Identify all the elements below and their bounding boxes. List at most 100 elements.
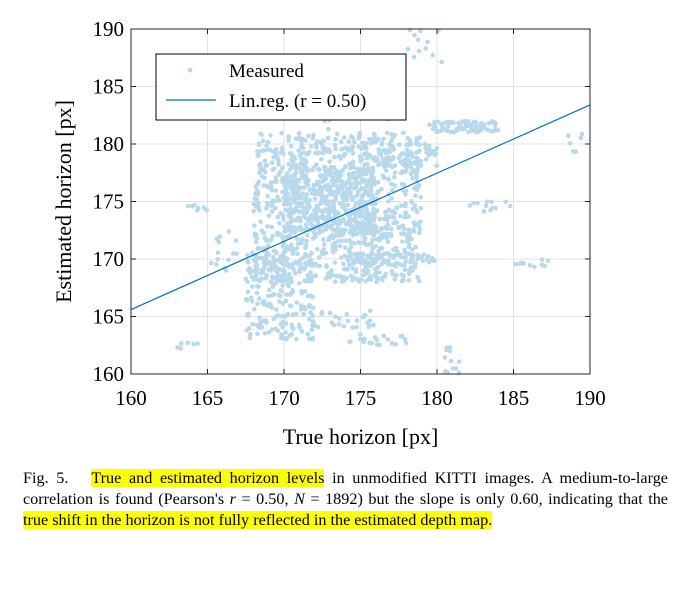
data-point [447,348,452,354]
data-point [480,124,485,130]
data-point [415,252,421,258]
data-point [439,59,444,65]
data-point [254,290,260,296]
data-point [356,171,361,176]
data-point [347,251,353,257]
data-point [348,190,353,195]
data-point [268,133,273,138]
data-point [230,251,236,256]
data-point [290,251,296,257]
data-point [325,182,331,188]
data-point [308,221,314,227]
data-point [217,234,222,240]
data-point [307,278,313,283]
data-point [308,214,313,220]
legend-regression-label: Lin.reg. (r = 0.50) [229,91,366,112]
data-point [305,293,311,299]
data-point [289,229,295,234]
data-point [272,205,278,211]
data-point [329,320,335,325]
data-point [391,220,396,226]
data-point [377,236,383,241]
data-point [299,288,304,294]
data-point [254,149,260,154]
data-point [394,272,399,278]
data-point [276,161,281,167]
data-point [248,331,253,337]
data-point [204,208,210,213]
data-point [418,158,424,164]
data-point [270,264,275,269]
data-point [341,261,346,267]
data-point [376,255,381,261]
data-point [293,208,299,213]
data-point [332,180,338,186]
data-point [337,243,343,249]
data-point [262,235,268,241]
data-point [333,273,339,279]
data-point [275,278,280,284]
data-point [259,325,265,330]
data-point [391,208,397,214]
data-point [307,187,313,192]
data-point [301,185,307,190]
data-point [269,293,275,298]
data-point [308,310,313,315]
data-point [415,156,420,161]
data-point [314,139,320,144]
data-point [323,166,329,171]
data-point [250,284,255,289]
data-point [341,198,347,203]
data-point [317,192,322,197]
data-point [460,119,465,124]
data-point [464,122,469,128]
data-point [417,226,423,232]
data-point [287,303,293,308]
data-point [366,193,372,198]
data-point [333,146,339,152]
data-point [298,303,304,308]
data-point [312,231,318,237]
data-point [360,223,366,229]
data-point [248,295,254,301]
data-point [391,247,396,253]
data-point [403,259,408,265]
data-point [372,133,378,138]
data-point [298,227,303,233]
data-point [357,213,362,219]
data-point [330,232,335,238]
data-point [389,340,395,346]
data-point [305,331,311,337]
x-tick-label: 160 [115,386,147,410]
x-axis-label: True horizon [px] [283,424,439,449]
data-point [269,160,275,166]
data-point [254,322,260,328]
data-point [201,205,207,210]
data-point [296,148,301,153]
data-point [403,340,409,346]
data-point [403,201,408,207]
x-tick-label: 175 [345,386,377,410]
data-point [410,175,415,181]
data-point [252,196,258,202]
data-point [521,261,526,266]
data-point [326,237,332,243]
data-point [341,323,347,329]
data-point [471,200,476,206]
data-point [489,199,494,205]
data-point [362,167,368,172]
data-point [285,171,290,176]
data-point [312,208,318,214]
data-point [364,221,369,227]
data-point [445,124,451,129]
data-point [345,202,351,208]
data-point [255,331,260,337]
data-point [309,327,315,332]
data-point [364,242,369,247]
data-point [305,183,311,188]
data-point [270,276,276,281]
axes: 160 165 170 175 180 185 190 160 165 170 175 180 185 1… [93,17,606,410]
data-point [317,179,323,185]
data-point [311,186,316,191]
data-point [265,224,270,229]
